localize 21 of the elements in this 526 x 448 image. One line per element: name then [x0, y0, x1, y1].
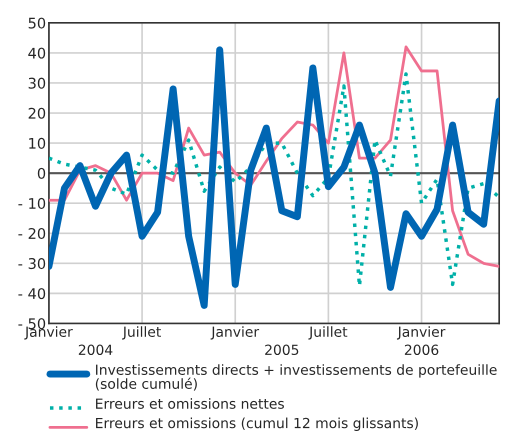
x-tick-label: Janvier	[210, 326, 260, 340]
line-series	[48, 72, 500, 288]
y-tick-label: 40	[28, 48, 46, 59]
y-tick-label: 0	[38, 168, 46, 179]
x-tick-label: Juillet	[308, 326, 348, 340]
legend-label: Investissements directs + investissements de portefeuille (solde cumulé)	[96, 364, 497, 391]
y-tick-label: - 40	[18, 288, 46, 300]
y-tick-label: - 20	[18, 228, 46, 240]
text: 2004	[78, 344, 112, 356]
y-tick-label: 30	[28, 78, 46, 89]
y-tick-label: - 10	[18, 198, 46, 209]
legend-label: Erreurs et omissions (cumul 12 mois glissants)	[96, 418, 418, 431]
y-tick-label: 50	[28, 18, 46, 29]
x-tick-label: Juillet	[122, 326, 161, 340]
text: 2006	[404, 344, 438, 356]
x-tick-label: Janvier	[396, 326, 446, 340]
text: 2005	[265, 344, 298, 356]
legend-label: Erreurs et omissions nettes	[96, 398, 284, 409]
y-tick-label: 20	[28, 108, 46, 119]
y-tick-label: - 30	[18, 258, 46, 270]
y-tick-label: 10	[29, 138, 46, 149]
